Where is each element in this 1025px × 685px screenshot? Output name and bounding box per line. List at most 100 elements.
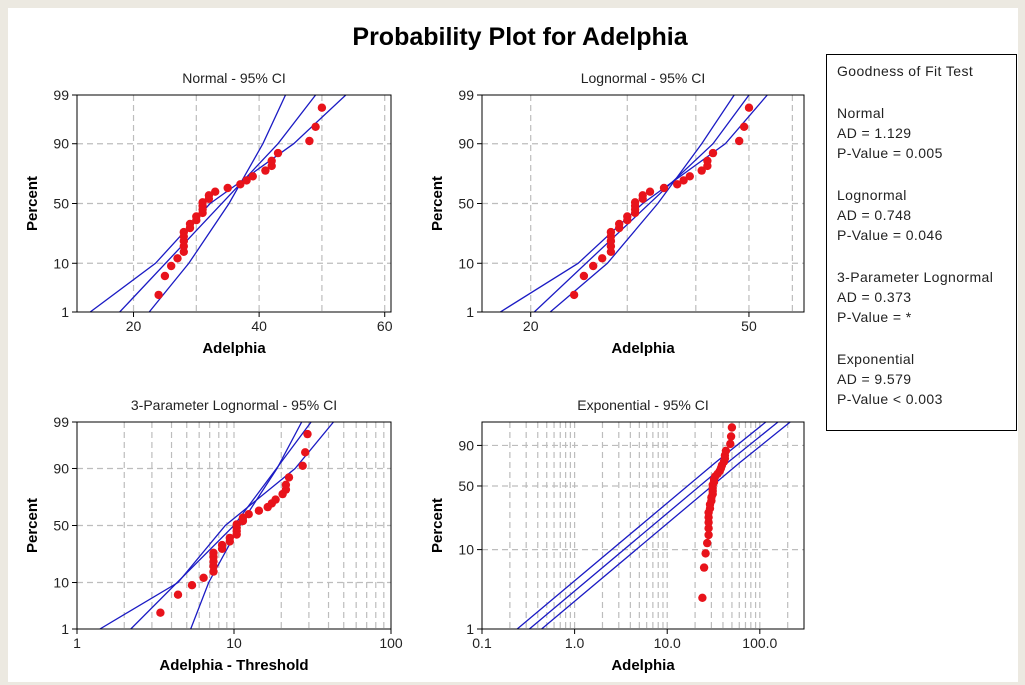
goodness-of-fit-title: Goodness of Fit Test	[837, 63, 974, 79]
y-tick-label: 90	[53, 136, 69, 152]
data-point	[698, 593, 707, 602]
ci-upper-band	[549, 95, 735, 312]
data-point	[173, 254, 182, 263]
data-point	[199, 573, 208, 582]
gof-dist-name: Normal	[837, 105, 885, 121]
data-point	[615, 219, 624, 229]
data-point	[204, 191, 214, 200]
data-point	[211, 187, 220, 196]
data-point	[248, 172, 257, 181]
ci-upper-band	[148, 95, 287, 312]
x-tick-label: 20	[523, 318, 539, 334]
y-tick-label: 10	[458, 542, 474, 558]
data-point	[185, 219, 195, 229]
y-tick-label: 90	[458, 136, 474, 152]
data-point	[236, 180, 245, 189]
data-point	[281, 480, 291, 489]
data-point	[192, 212, 201, 221]
data-point	[727, 423, 737, 432]
x-tick-label: 10	[226, 635, 242, 651]
data-point	[679, 176, 688, 185]
y-axis-label: Percent	[24, 176, 41, 231]
data-point	[623, 212, 632, 221]
data-point	[232, 520, 241, 529]
data-point	[699, 563, 709, 572]
gof-ad-value: AD = 0.373	[837, 289, 912, 305]
panel-title: Normal - 95% CI	[182, 70, 285, 86]
x-tick-label: 60	[377, 318, 393, 334]
data-point	[225, 533, 234, 543]
y-tick-label: 90	[458, 437, 474, 453]
gof-p-value: P-Value < 0.003	[837, 391, 943, 407]
ci-lower-band	[516, 422, 767, 629]
x-tick-label: 50	[741, 318, 757, 334]
y-tick-label: 99	[53, 414, 69, 430]
data-point	[726, 439, 735, 449]
probability-panel: 20 40 60 1 10 50 90 99 Normal - 95% CI Adelphia Pe…	[24, 70, 393, 357]
panel-title: Exponential - 95% CI	[577, 397, 709, 413]
data-point	[726, 432, 736, 441]
x-tick-label: 1	[73, 635, 81, 651]
data-point	[173, 590, 183, 599]
y-tick-label: 10	[458, 255, 474, 271]
y-tick-label: 99	[53, 87, 69, 103]
data-point	[317, 103, 327, 112]
y-axis-label: Percent	[429, 498, 446, 553]
x-tick-label: 0.1	[472, 635, 492, 651]
data-point	[735, 136, 744, 146]
panel-background	[77, 95, 391, 312]
gof-dist-name: 3-Parameter Lognormal	[837, 269, 994, 285]
panel-content	[499, 95, 768, 312]
panel-content	[89, 95, 347, 312]
panels: 20 40 60 1 10 50 90 99 Normal - 95% CI Adelphia Pe…	[24, 70, 805, 674]
data-point	[685, 172, 694, 181]
ci-upper-band	[541, 422, 791, 629]
data-point	[697, 166, 706, 175]
y-tick-label: 50	[53, 518, 69, 534]
data-point	[242, 176, 251, 185]
gof-section-normal: Normal AD = 1.129 P-Value = 0.005	[837, 103, 1006, 163]
data-point	[223, 183, 232, 193]
data-point	[244, 510, 253, 519]
data-point	[160, 271, 170, 281]
y-axis-label: Percent	[24, 498, 41, 553]
data-point	[659, 183, 669, 193]
panel-title: Lognormal - 95% CI	[581, 70, 706, 86]
gof-p-value: P-Value = 0.046	[837, 227, 943, 243]
data-point	[267, 156, 276, 165]
data-point	[305, 136, 314, 146]
data-point	[179, 227, 188, 237]
ci-lower-band	[89, 95, 347, 312]
data-point	[301, 448, 310, 457]
gof-ad-value: AD = 1.129	[837, 125, 912, 141]
data-point	[598, 254, 607, 263]
data-point	[298, 461, 307, 470]
data-point	[704, 530, 713, 540]
x-tick-label: 1.0	[565, 635, 585, 651]
fit-line	[119, 95, 317, 312]
data-point	[271, 495, 280, 504]
data-point	[311, 122, 320, 131]
y-tick-label: 50	[458, 196, 474, 212]
data-point	[701, 549, 710, 558]
data-point	[703, 538, 712, 548]
data-point	[209, 548, 218, 557]
x-axis-label: Adelphia	[202, 340, 266, 357]
data-point	[589, 261, 598, 271]
data-point	[156, 608, 165, 617]
x-axis-label: Adelphia	[611, 657, 675, 674]
goodness-of-fit-box: Goodness of Fit Test Normal AD = 1.129 P…	[826, 54, 1017, 431]
y-tick-label: 1	[61, 621, 69, 637]
y-tick-label: 50	[458, 478, 474, 494]
gof-ad-value: AD = 0.748	[837, 207, 912, 223]
data-point	[154, 290, 163, 300]
x-tick-label: 20	[126, 318, 142, 334]
fit-line	[533, 95, 750, 312]
probability-panel: 1 10 100 1 10 50 90 99 3-Parameter Lognormal - 9…	[24, 397, 403, 674]
data-point	[739, 122, 749, 131]
data-point	[198, 198, 207, 207]
y-tick-label: 1	[466, 304, 474, 320]
y-tick-label: 10	[53, 255, 69, 271]
panel-content	[99, 422, 335, 629]
gof-p-value: P-Value = *	[837, 309, 912, 325]
